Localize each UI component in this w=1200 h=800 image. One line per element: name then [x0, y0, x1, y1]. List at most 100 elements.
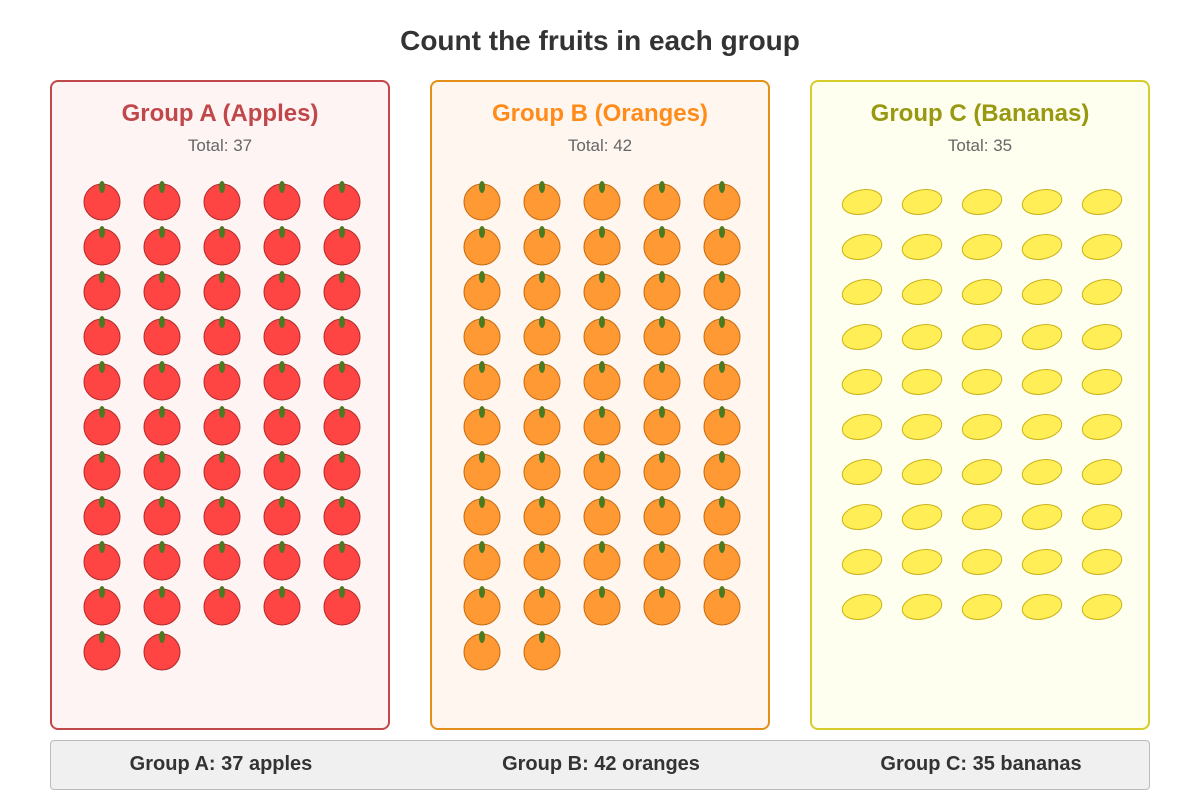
page-title: Count the fruits in each group: [400, 25, 800, 56]
orange-icon: [583, 361, 621, 401]
banana-icon: [901, 549, 943, 575]
orange-icon: [703, 541, 741, 581]
banana-icon: [901, 279, 943, 305]
banana-icon: [1081, 504, 1123, 530]
apple-icon: [143, 631, 181, 671]
orange-icon: [643, 406, 681, 446]
orange-icon: [703, 181, 741, 221]
banana-icon: [841, 504, 883, 530]
orange-icon: [463, 451, 501, 491]
orange-icon: [523, 226, 561, 266]
group-a-fruits: [83, 181, 361, 671]
group-b-fruits: [463, 181, 741, 671]
apple-icon: [263, 271, 301, 311]
group-b-panel: Group B (Oranges) Total: 42: [430, 80, 770, 730]
orange-icon: [643, 496, 681, 536]
apple-icon: [263, 586, 301, 626]
banana-icon: [1021, 549, 1063, 575]
banana-icon: [841, 549, 883, 575]
banana-icon: [1021, 594, 1063, 620]
apple-icon: [323, 451, 361, 491]
banana-icon: [1021, 414, 1063, 440]
banana-icon: [1081, 324, 1123, 350]
apple-icon: [203, 271, 241, 311]
apple-icon: [323, 406, 361, 446]
orange-icon: [523, 271, 561, 311]
banana-icon: [901, 459, 943, 485]
apple-icon: [83, 496, 121, 536]
orange-icon: [463, 271, 501, 311]
orange-icon: [463, 181, 501, 221]
apple-icon: [143, 586, 181, 626]
apple-icon: [323, 361, 361, 401]
banana-icon: [841, 414, 883, 440]
banana-icon: [1021, 279, 1063, 305]
apple-icon: [323, 226, 361, 266]
banana-icon: [961, 234, 1003, 260]
banana-icon: [1081, 369, 1123, 395]
group-a-panel: Group A (Apples) Total: 37: [50, 80, 390, 730]
apple-icon: [143, 271, 181, 311]
apple-icon: [203, 406, 241, 446]
orange-icon: [463, 631, 501, 671]
banana-icon: [961, 594, 1003, 620]
banana-icon: [961, 504, 1003, 530]
banana-icon: [901, 414, 943, 440]
orange-icon: [583, 496, 621, 536]
apple-icon: [203, 586, 241, 626]
banana-icon: [901, 234, 943, 260]
orange-icon: [463, 316, 501, 356]
banana-icon: [961, 279, 1003, 305]
orange-icon: [643, 181, 681, 221]
apple-icon: [263, 361, 301, 401]
orange-icon: [703, 271, 741, 311]
banana-icon: [1081, 594, 1123, 620]
summary-group-b: Group B: 42 oranges: [502, 753, 700, 775]
group-c-total-value: 35: [993, 136, 1013, 155]
apple-icon: [83, 271, 121, 311]
apple-icon: [143, 496, 181, 536]
orange-icon: [643, 271, 681, 311]
apple-icon: [323, 586, 361, 626]
apple-icon: [143, 451, 181, 491]
banana-icon: [1021, 504, 1063, 530]
apple-icon: [83, 226, 121, 266]
orange-icon: [703, 226, 741, 266]
apple-icon: [323, 316, 361, 356]
apple-icon: [143, 406, 181, 446]
group-c-total-label: Total:: [947, 136, 994, 155]
orange-icon: [583, 271, 621, 311]
apple-icon: [83, 586, 121, 626]
summary-group-a: Group A: 37 apples: [129, 753, 313, 775]
orange-icon: [643, 226, 681, 266]
apple-icon: [203, 496, 241, 536]
orange-icon: [463, 226, 501, 266]
orange-icon: [643, 316, 681, 356]
apple-icon: [263, 406, 301, 446]
orange-icon: [703, 586, 741, 626]
banana-icon: [841, 279, 883, 305]
group-b-total-value: 42: [613, 136, 633, 155]
group-b-total: Total: 42: [432, 136, 768, 156]
apple-icon: [83, 406, 121, 446]
group-a-total-label: Total:: [187, 136, 234, 155]
banana-icon: [1081, 549, 1123, 575]
orange-icon: [643, 541, 681, 581]
orange-icon: [703, 406, 741, 446]
orange-icon: [523, 316, 561, 356]
banana-icon: [1021, 234, 1063, 260]
orange-icon: [583, 451, 621, 491]
orange-icon: [703, 496, 741, 536]
banana-icon: [961, 549, 1003, 575]
apple-icon: [263, 541, 301, 581]
banana-icon: [961, 459, 1003, 485]
banana-icon: [961, 414, 1003, 440]
summary-group-c: Group C: 35 bananas: [880, 753, 1082, 775]
banana-icon: [841, 189, 883, 215]
banana-icon: [1081, 189, 1123, 215]
banana-icon: [1021, 459, 1063, 485]
apple-icon: [323, 271, 361, 311]
orange-icon: [703, 451, 741, 491]
apple-icon: [143, 316, 181, 356]
banana-icon: [841, 324, 883, 350]
